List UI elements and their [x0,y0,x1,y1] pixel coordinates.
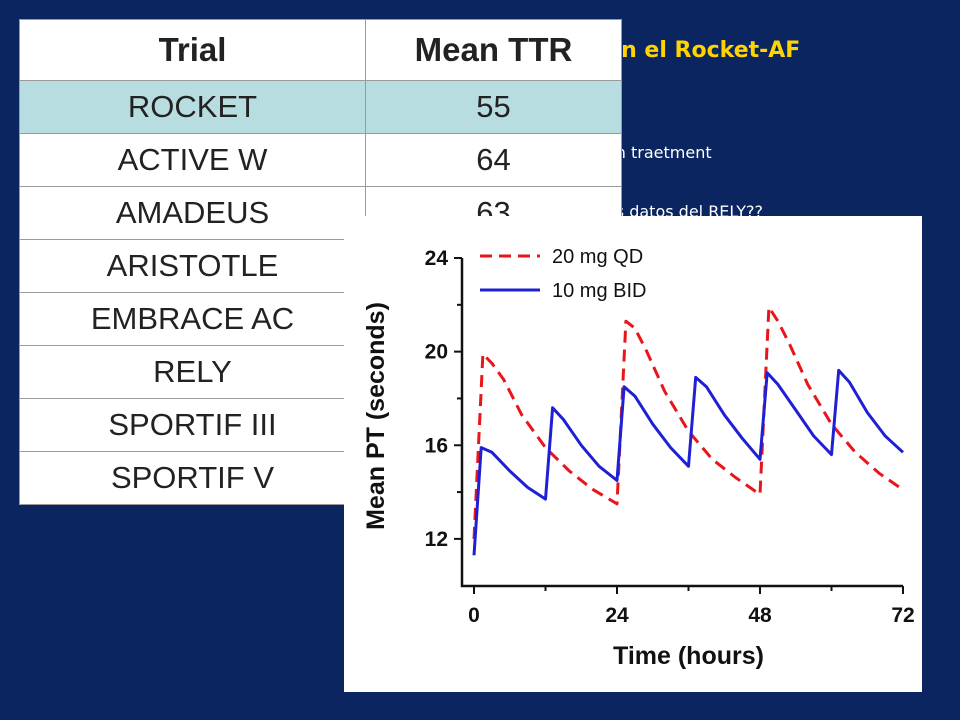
y-tick-label: 12 [425,528,448,551]
table-row: AMADEUS 63 [19,186,622,240]
x-tick-label: 24 [605,604,629,627]
trial-cell: ROCKET [19,80,366,134]
series-line-1 [472,305,904,539]
ttr-cell: 55 [365,80,622,134]
trial-cell: EMBRACE AC [19,292,366,346]
header-trial: Trial [19,19,366,81]
trial-cell: AMADEUS [19,186,366,240]
legend-label-1: 20 mg QD [552,246,643,268]
trial-cell: SPORTIF V [19,451,366,505]
y-tick-label: 24 [425,247,449,270]
trial-cell: ACTIVE W [19,133,366,187]
y-tick-label: 16 [425,434,448,457]
legend-label-2: 10 mg BID [552,280,646,302]
x-tick-label: 0 [468,604,480,627]
table-row: ROCKET 55 [19,80,622,134]
trial-cell: ARISTOTLE [19,239,366,293]
table-header-row: Trial Mean TTR [19,19,622,81]
x-tick-label: 72 [891,604,914,627]
trial-cell: SPORTIF III [19,398,366,452]
x-tick-label: 48 [748,604,772,627]
ttr-cell: 64 [365,133,622,187]
pt-chart: 12 16 20 24 0 24 48 72 Time (hours) Mean PT (seco… [362,246,915,670]
series-line-2 [472,368,905,556]
axes-frame [460,258,903,588]
y-axis-title: Mean PT (seconds) [362,302,390,530]
bullet-text-1: on traetment [606,143,712,162]
ttr-table: Trial Mean TTR ROCKET 55 ACTIVE W 64 AMADEUS… [19,19,622,505]
slide-title: on el Rocket-AF [606,38,801,63]
chart-panel: 12 16 20 24 0 24 48 72 Time (hours) Mean PT (seco… [344,216,922,692]
table-row: ACTIVE W 64 [19,133,622,187]
y-tick-label: 20 [425,341,448,364]
x-axis-title: Time (hours) [613,642,764,670]
header-mean-ttr: Mean TTR [365,19,622,81]
trial-cell: RELY [19,345,366,399]
